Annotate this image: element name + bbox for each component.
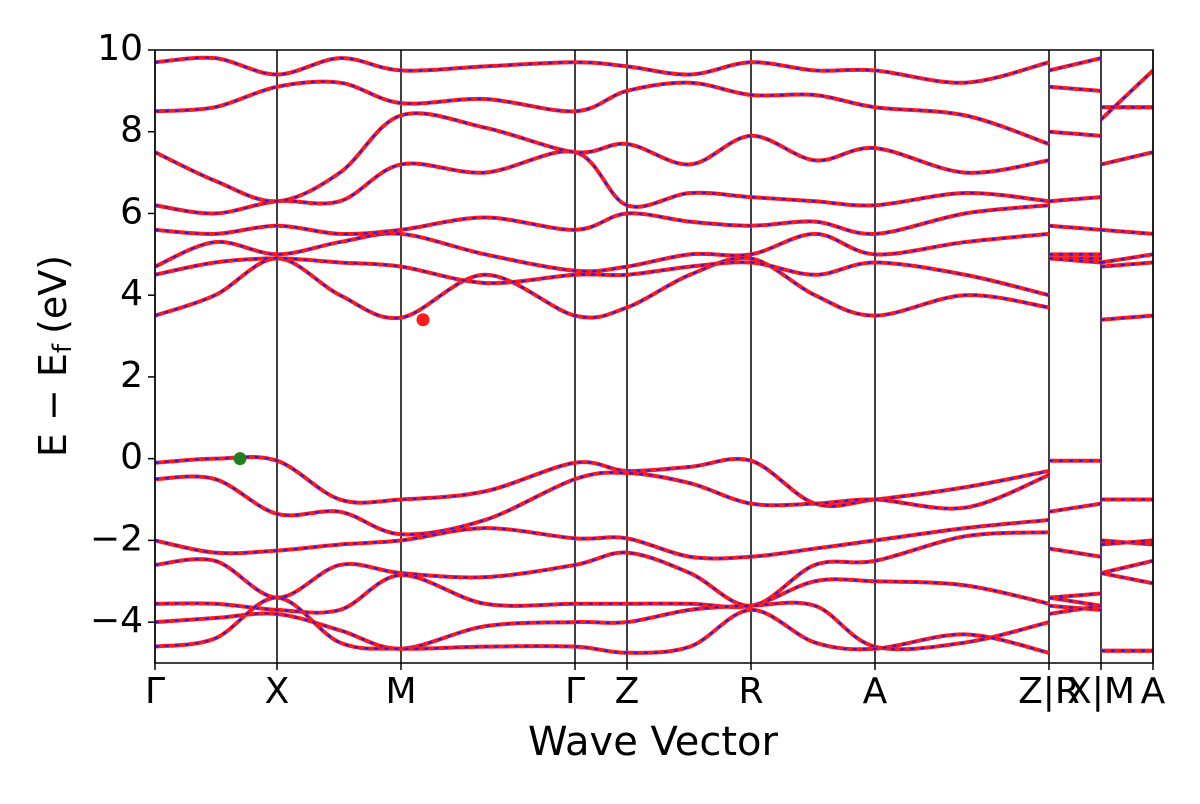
band-line [155,255,1153,322]
x-tick-label: X|M [1067,671,1135,712]
y-axis-label: E − Ef (eV) [31,255,78,457]
y-label-sub: f [48,343,78,353]
band-line [155,68,1153,146]
y-tick-label: −2 [90,518,143,559]
y-tick-label: 8 [120,110,143,151]
y-tick-label: 4 [120,273,143,314]
band-line-dashed [155,601,1153,652]
x-tick-label: R [738,671,763,712]
x-axis-label: Wave Vector [528,719,779,765]
band-line [155,595,1153,655]
y-tick-label: 10 [97,28,143,69]
x-tick-label: Z|R [1018,671,1080,712]
band-line [155,454,1153,509]
x-tick-label: Γ [565,671,585,712]
y-label-unit: (eV) [31,255,75,334]
band-line-dashed [155,56,1153,109]
band-line [155,517,1153,561]
band-line-dashed [155,224,1153,273]
band-line-dashed [155,150,1153,264]
band-edge-marker [233,452,247,466]
y-tick-label: 2 [120,355,143,396]
y-tick-label: 6 [120,191,143,232]
band-line-dashed [155,151,1153,236]
x-tick-label: A [1141,671,1166,712]
band-line-dashed [155,531,1153,607]
x-tick-label: X [265,671,290,712]
band-line-dashed [155,471,1153,546]
band-line-dashed [155,596,1153,654]
band-line [155,105,1153,204]
x-tick-label: Z [615,671,640,712]
x-tick-label: M [385,671,416,712]
band-line [155,530,1153,608]
band-line-dashed [155,253,1153,297]
band-line [155,223,1153,274]
x-tick-label: A [863,671,888,712]
band-line-dashed [155,256,1153,321]
y-tick-label: 0 [120,437,143,478]
band-line-dashed [155,69,1153,145]
y-label-main: E − E [31,353,75,457]
x-tick-label: Γ [145,671,165,712]
plot-frame [154,49,1154,664]
band-line-dashed [155,518,1153,560]
band-line-dashed [155,572,1153,614]
band-edge-marker [416,313,430,327]
y-tick-label: −4 [90,600,143,641]
band-line [155,600,1153,653]
